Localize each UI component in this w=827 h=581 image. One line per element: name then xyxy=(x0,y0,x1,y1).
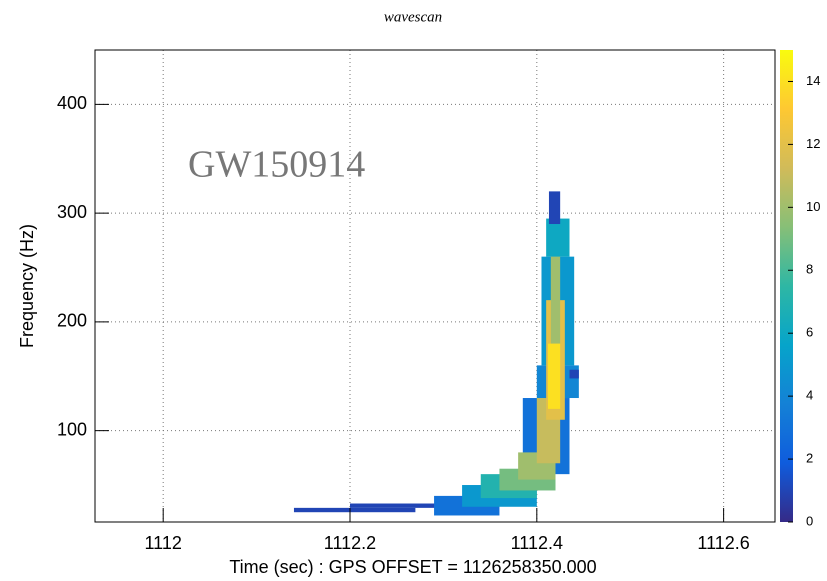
x-tick-label: 1112 xyxy=(144,533,181,553)
heatmap-cell xyxy=(548,343,561,409)
heatmap-cell xyxy=(546,218,570,257)
plot-area xyxy=(95,50,775,522)
heatmap-cell xyxy=(550,256,561,344)
heatmap-cell xyxy=(548,191,561,225)
y-tick-label: 400 xyxy=(57,93,87,113)
colorbar-tick-label: 10 xyxy=(806,199,820,214)
y-axis-label: Frequency (Hz) xyxy=(17,224,37,348)
colorbar-tick-label: 0 xyxy=(806,513,813,528)
colorbar-tick-label: 4 xyxy=(806,388,813,403)
colorbar-tick-label: 8 xyxy=(806,262,813,277)
heatmap-cell xyxy=(350,503,444,508)
y-tick-label: 200 xyxy=(57,311,87,331)
colorbar-tick-label: 14 xyxy=(806,73,820,88)
colorbar xyxy=(780,50,793,522)
y-tick-label: 100 xyxy=(57,419,87,439)
colorbar-tick-label: 6 xyxy=(806,325,813,340)
chart-title: wavescan xyxy=(384,9,442,25)
y-tick-label: 300 xyxy=(57,202,87,222)
annotation: GW150914 xyxy=(188,144,365,186)
plot-frame xyxy=(94,49,776,523)
x-tick-label: 1112.6 xyxy=(697,533,749,553)
colorbar-tick-label: 12 xyxy=(806,136,820,151)
heatmap-cell xyxy=(569,369,579,379)
colorbar-tick-label: 2 xyxy=(806,451,813,466)
x-tick-label: 1112.2 xyxy=(324,533,376,553)
x-axis-label: Time (sec) : GPS OFFSET = 1126258350.000 xyxy=(229,557,596,577)
heatmap-cell xyxy=(293,507,416,513)
x-tick-label: 1112.4 xyxy=(511,533,563,553)
